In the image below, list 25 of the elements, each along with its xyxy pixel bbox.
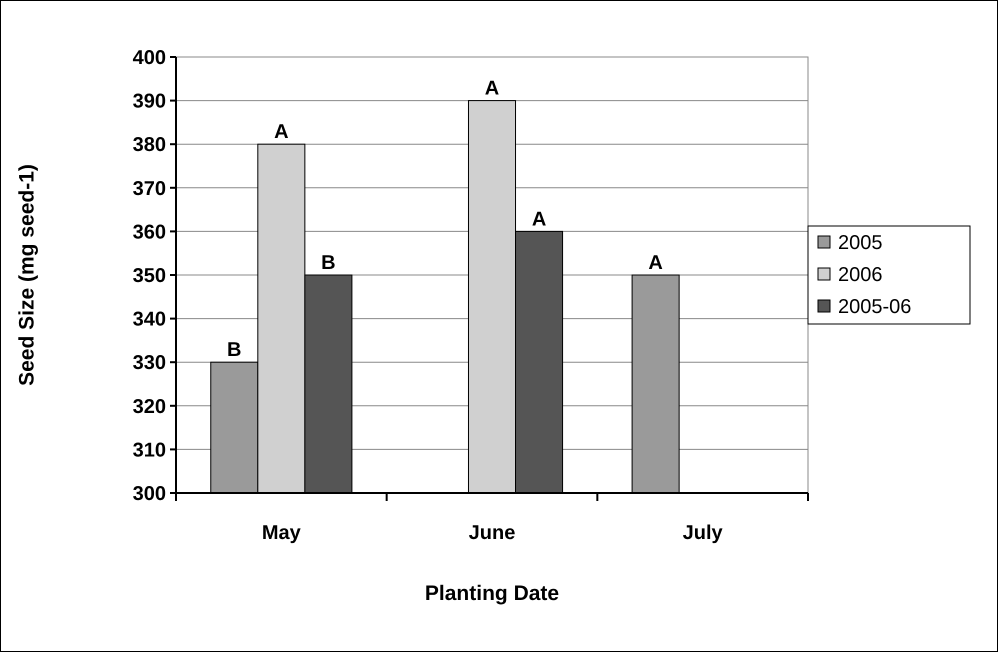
y-tick-label: 300 (132, 483, 166, 505)
y-axis-title: Seed Size (mg seed-1) (15, 164, 38, 386)
y-tick-label: 310 (132, 439, 166, 462)
y-tick-label: 320 (132, 396, 166, 418)
legend-label: 2005 (838, 232, 882, 254)
y-tick-label: 370 (132, 178, 166, 200)
y-tick-label: 390 (132, 90, 166, 113)
y-tick-label: 330 (132, 352, 166, 374)
x-tick-label: July (682, 522, 724, 544)
y-tick-label: 360 (132, 221, 166, 244)
y-tick-label: 340 (132, 308, 166, 331)
data-label: A (648, 252, 663, 274)
legend-label: 2005-06 (838, 296, 912, 318)
data-label: B (227, 339, 242, 362)
y-tick-label: 400 (132, 47, 166, 69)
x-axis-title: Planting Date (424, 582, 560, 605)
data-label: A (532, 208, 546, 230)
data-label: B (321, 252, 336, 274)
data-label: A (274, 121, 289, 144)
x-tick-label: June (468, 522, 516, 544)
legend-label: 2006 (838, 264, 882, 286)
x-tick-label: May (262, 522, 302, 544)
y-tick-label: 350 (132, 265, 166, 287)
data-label: A (484, 78, 500, 100)
y-tick-label: 380 (132, 134, 166, 156)
